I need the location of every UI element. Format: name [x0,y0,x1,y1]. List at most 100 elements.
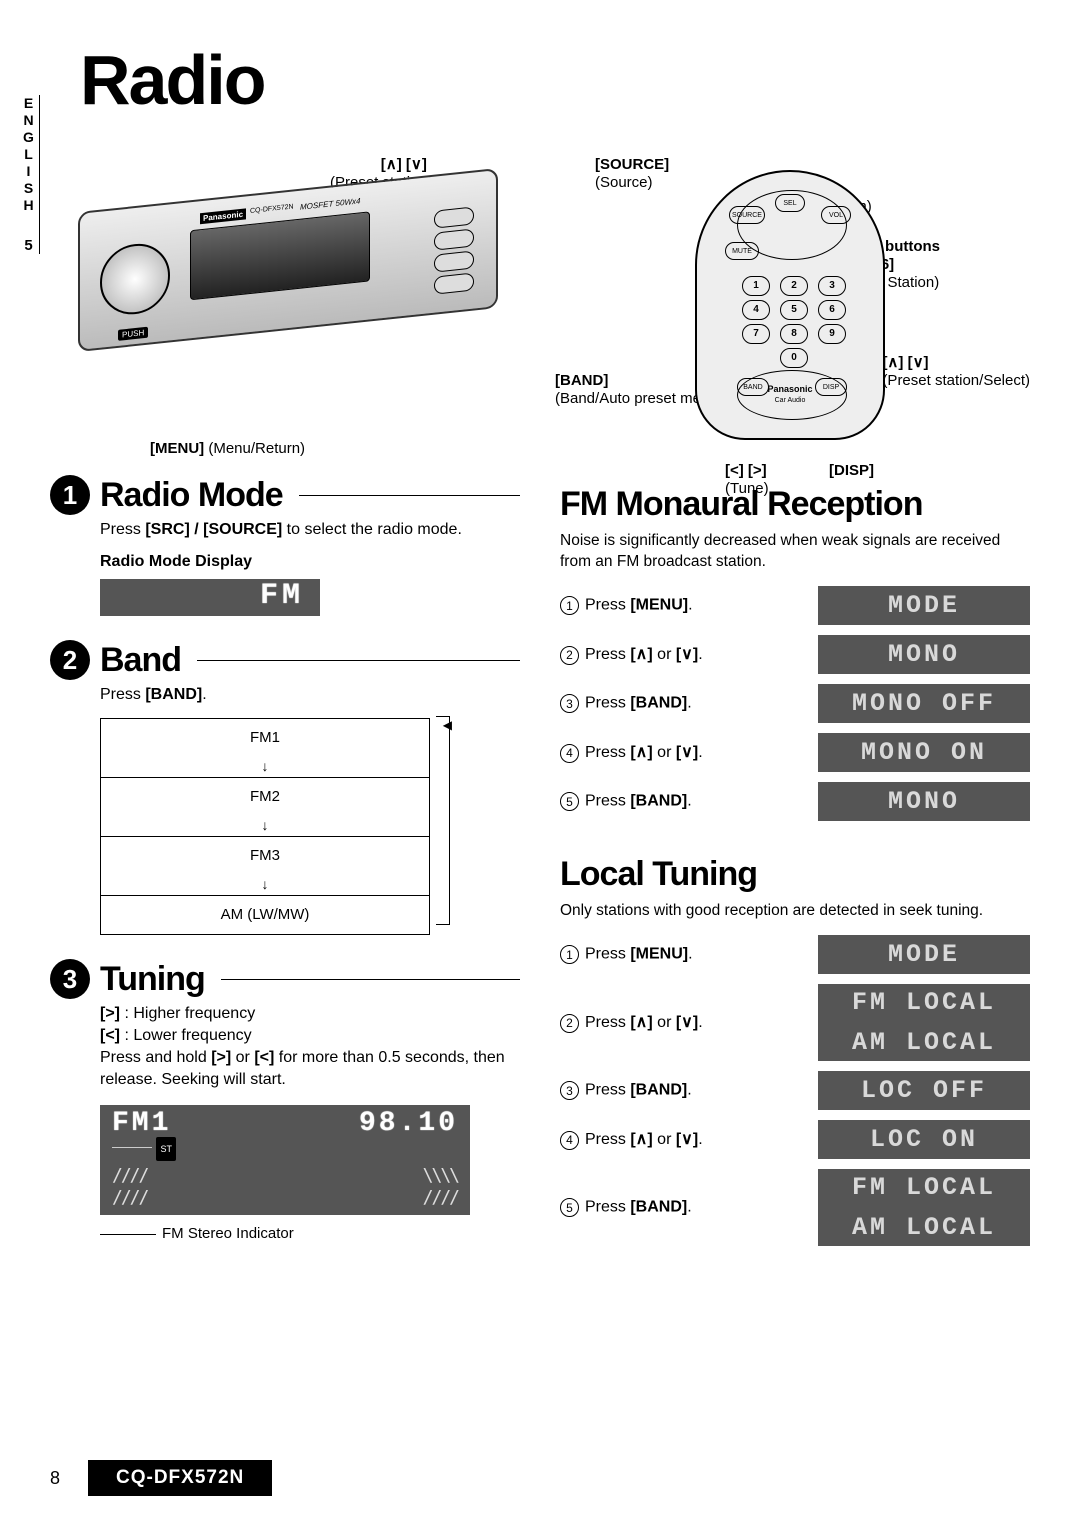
side-lang-text: ENGLISH [18,95,39,217]
step1-post: to select the radio mode. [282,521,462,538]
diagram-row: [∧] [∨] (Preset station/Select) [DISP] P… [50,160,1030,450]
remote-btn-mute: MUTE [725,242,759,260]
step-circled-num: 2 [560,646,579,665]
remote-number-pad: 1234567890 [739,276,847,368]
headunit-model: CQ-DFX572N [250,203,294,215]
hold-b1: [>] [211,1049,231,1066]
remote-btn-vol: VOL [821,206,851,224]
hold-p2: or [231,1049,254,1066]
footer: 8 CQ-DFX572N [50,1460,272,1496]
remote-num-3: 3 [818,276,846,296]
band-fm3: FM3 [101,836,429,875]
local-lcd: MODE [818,935,1030,974]
remote-num-2: 2 [780,276,808,296]
step-radio-mode: 1 Radio Mode Press [SRC] / [SOURCE] to s… [50,475,520,616]
local-row: 2Press [∧] or [∨]. FM LOCALAM LOCAL [560,984,1030,1061]
hold-b2: [<] [254,1049,274,1066]
hatch-right: \\\\//// [423,1165,458,1209]
step3-num: 3 [50,959,90,999]
fm-mono-title: FM Monaural Reception [560,485,1030,524]
local-lcd: FM LOCALAM LOCAL [818,984,1030,1061]
local-instruction: 2Press [∧] or [∨]. [560,1012,804,1032]
footer-model: CQ-DFX572N [88,1460,272,1496]
headunit-push: PUSH [118,327,148,341]
step1-num: 1 [50,475,90,515]
menu-label-txt: (Menu/Return) [208,440,305,457]
lcd-text: FM LOCAL [852,1173,996,1202]
step2-post: . [202,686,206,703]
local-instruction: 3Press [BAND]. [560,1081,804,1100]
fm-mono-instruction: 5Press [BAND]. [560,792,804,811]
lcd-text: MODE [888,591,960,620]
remote-source-t: (Source) [595,174,653,191]
step-circled-num: 2 [560,1014,579,1033]
lcd-text: MONO [888,640,960,669]
remote-num-0: 0 [780,348,808,368]
headunit-wx4: MOSFET 50Wx4 [300,196,360,211]
fm-mono-instruction: 1Press [MENU]. [560,596,804,615]
remote-body: SOURCE SEL VOL MUTE 1234567890 BAND DISP… [695,170,885,440]
lcd-text: MONO ON [861,738,987,767]
tuning-hi-sym: [>] [100,1005,120,1022]
step-circled-num: 1 [560,596,579,615]
step1-pre: Press [100,521,145,538]
band-am: AM (LW/MW) [101,895,429,934]
tuning-lcd: FM1 98.10 ST //////// \\\\//// [100,1105,470,1215]
page-title: Radio [80,40,1030,120]
remote-num-9: 9 [818,324,846,344]
step-circled-num: 5 [560,1198,579,1217]
local-row: 4Press [∧] or [∨].LOC ON [560,1120,1030,1159]
st-badge: ST [156,1137,176,1161]
fm-mono-row: 1Press [MENU]. MODE [560,586,1030,625]
local-desc: Only stations with good reception are de… [560,900,1030,921]
tuning-hi-txt: : Higher frequency [124,1005,255,1022]
side-section-num: 5 [18,237,39,254]
fm-mono-lcd: MONO [818,635,1030,674]
local-instruction: 4Press [∧] or [∨]. [560,1129,804,1149]
hatch-left: //////// [112,1165,147,1209]
fm-mono-desc: Noise is significantly decreased when we… [560,530,1030,572]
step1-lcd: FM [100,579,320,616]
step-circled-num: 4 [560,744,579,763]
headunit-updown-sym: [∧] [∨] [381,156,427,173]
remote-disp-b: [DISP] [829,462,874,479]
fm-mono-row: 3Press [BAND].MONO OFF [560,684,1030,723]
content-columns: 1 Radio Mode Press [SRC] / [SOURCE] to s… [50,475,1030,1269]
footer-pagenum: 8 [50,1468,68,1489]
left-column: 1 Radio Mode Press [SRC] / [SOURCE] to s… [50,475,520,1269]
headunit-diagram: [∧] [∨] (Preset station/Select) [DISP] P… [50,160,525,450]
step1-title: Radio Mode [100,476,283,515]
headunit-brand: Panasonic [200,208,246,224]
band-fm1: FM1 [101,719,429,757]
lcd-text: AM LOCAL [852,1028,996,1057]
remote-sub: Car Audio [775,397,806,404]
lcd-text: MODE [888,940,960,969]
step-circled-num: 3 [560,694,579,713]
step1-sub: Radio Mode Display [100,551,520,573]
remote-num-8: 8 [780,324,808,344]
fm-mono-lcd: MONO ON [818,733,1030,772]
remote-btn-sel: SEL [775,194,805,212]
step-circled-num: 4 [560,1131,579,1150]
fm-mono-lcd: MONO OFF [818,684,1030,723]
local-lcd: LOC OFF [818,1071,1030,1110]
step2-num: 2 [50,640,90,680]
lcd-text: MONO OFF [852,689,996,718]
local-row: 5Press [BAND].FM LOCALAM LOCAL [560,1169,1030,1246]
headunit-body: Panasonic CQ-DFX572N MOSFET 50Wx4 PUSH [78,168,498,352]
local-instruction: 1Press [MENU]. [560,945,804,964]
step2-b: [BAND] [145,686,202,703]
tuning-lo-txt: : Lower frequency [124,1027,251,1044]
fm-mono-row: 2Press [∧] or [∨].MONO [560,635,1030,674]
local-row: 3Press [BAND]. LOC OFF [560,1071,1030,1110]
local-instruction: 5Press [BAND]. [560,1198,804,1217]
headunit-display [190,211,370,300]
step2-pre: Press [100,686,145,703]
remote-brand: Panasonic [767,384,812,394]
lcd-text: LOC OFF [861,1076,987,1105]
right-column: FM Monaural Reception Noise is significa… [560,475,1030,1269]
section-local: Local Tuning Only stations with good rec… [560,855,1030,1246]
remote-num-7: 7 [742,324,770,344]
fm-mono-lcd: MODE [818,586,1030,625]
tuning-lcd-freq: 98.10 [359,1113,458,1135]
